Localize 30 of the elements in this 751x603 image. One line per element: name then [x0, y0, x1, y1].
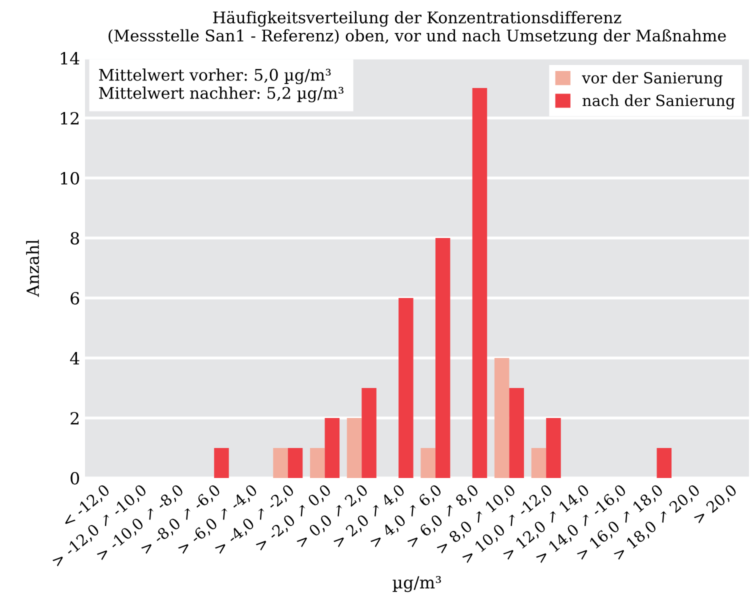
bar	[656, 448, 672, 478]
bar	[398, 298, 414, 478]
annotation: Mittelwert vorher: 5,0 µg/m³ Mittelwert nachher: 5,2 µg/m³	[99, 68, 344, 102]
x-axis-title: µg/m³	[392, 576, 441, 592]
bar	[509, 388, 524, 478]
y-axis-title: Anzahl	[26, 240, 40, 297]
bar	[420, 448, 436, 478]
y-tick-label: 4	[70, 352, 80, 364]
bar	[324, 418, 340, 478]
legend-label: vor der Sanierung	[582, 72, 723, 87]
legend-label: nach der Sanierung	[582, 94, 735, 110]
bar	[310, 448, 325, 478]
y-tick-label: 12	[60, 112, 79, 124]
y-tick-label: 14	[60, 52, 80, 64]
bar	[546, 418, 561, 478]
bar	[531, 448, 546, 478]
bar	[362, 388, 376, 478]
bar	[435, 238, 450, 478]
bar	[346, 418, 362, 478]
bar	[214, 448, 229, 478]
bar	[288, 448, 303, 478]
bar	[494, 358, 510, 478]
bar	[472, 88, 488, 478]
y-tick-label: 2	[70, 412, 79, 424]
chart-title: Häufigkeitsverteilung der Konzentrationsdifferenz (Messstelle San1 - Referenz) oben, vor und nach Umsetzung der Maßnahme	[108, 10, 726, 45]
y-tick-label: 6	[70, 292, 80, 305]
y-tick-label: 10	[60, 172, 80, 185]
y-tick-label: 8	[70, 232, 80, 245]
y-tick-label: 0	[70, 472, 80, 485]
bar	[273, 448, 288, 478]
